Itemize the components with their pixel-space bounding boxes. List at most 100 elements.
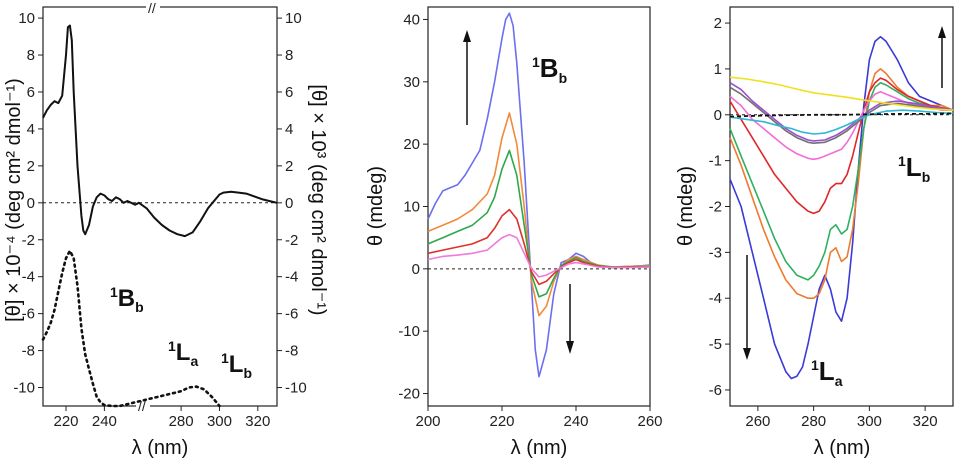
panel-2-arrow-down: [566, 284, 574, 354]
panel-1-frame: [42, 6, 278, 407]
panel-1-y-tick-label: -2: [22, 232, 35, 249]
panel-1-x-tick-label: 280: [169, 413, 194, 430]
panel-3-y-tick-label: -5: [709, 336, 722, 353]
panel-3-y-tick-label: -4: [709, 290, 722, 307]
panel-3-arrow-up: [938, 26, 946, 88]
panel-1-band-1La: 1La: [168, 338, 198, 369]
panel-1-series: [41, 24, 278, 408]
panel-1-y-tick-label: -10: [13, 380, 35, 397]
panel-1-series-dotted: [41, 249, 221, 408]
panel-1-top-break-gap: [146, 3, 160, 11]
panel-3-band-1La: 1La: [811, 356, 843, 389]
panel-1-y-tick-label: -8: [22, 343, 35, 360]
panel-2-y-tick-label: -20: [398, 386, 420, 403]
panel-1-x-tick-label: 220: [54, 413, 79, 430]
panel-3-x-tick-label: 300: [857, 413, 882, 430]
panel-1-x-tick-label: 300: [207, 413, 232, 430]
panel-2-x-tick-label: 240: [563, 413, 588, 430]
panel-2-series: [427, 12, 651, 378]
panel-1-right-tick-label: 6: [285, 84, 293, 101]
panel-2-x-tick-label: 200: [415, 413, 440, 430]
panel-1-y-tick-label: 8: [27, 47, 35, 64]
panel-2-x-ticks: 200 220 240 260: [415, 406, 663, 430]
panel-3-y-tick-label: 0: [714, 107, 722, 124]
panel-1-y-label-right: [θ] × 10³ (deg cm² dmol⁻¹): [307, 84, 329, 315]
panel-1-x-label: λ (nm): [132, 437, 189, 459]
panel-1-right-tick-label: -6: [285, 306, 298, 323]
panel-1-y-tick-label: 6: [27, 84, 35, 101]
panel-3-y-tick-label: -3: [709, 244, 722, 261]
panel-2-y-tick-label: 20: [403, 136, 420, 153]
panel-2-y-tick-label: 40: [403, 11, 420, 28]
panel-1-left-ticks: 10 8 6 4 2 0 -2 -4 -6 -8 -10: [13, 10, 43, 397]
panel-1-right-tick-label: -2: [285, 232, 298, 249]
panel-3-y-tick-label: -2: [709, 199, 722, 216]
panel-3: 2 1 0 -1 -2 -3 -4 -5 -6 260 280 300 320 θ (mdeg) λ …: [675, 6, 954, 459]
panel-2-y-ticks: 40 30 20 10 0 -10 -20: [398, 11, 428, 403]
panel-2-x-label: λ (nm): [511, 437, 568, 459]
panel-2-series-red: [427, 208, 650, 286]
panel-1-right-tick-label: 10: [285, 10, 302, 27]
panel-1-x-ticks: 220 240 280 300 320: [54, 406, 270, 430]
panel-3-y-ticks: 2 1 0 -1 -2 -3 -4 -5 -6: [709, 15, 730, 399]
panel-1-y-tick-label: 0: [27, 195, 35, 212]
panel-2-arrow-up: [463, 30, 471, 125]
panel-1-y-label-left: [θ] × 10⁻⁴ (deg cm² dmol⁻¹): [3, 78, 25, 322]
panel-3-y-tick-label: -6: [709, 382, 722, 399]
panel-1-top-break: //: [148, 0, 156, 16]
panel-1-right-tick-label: -10: [285, 380, 307, 397]
panel-3-x-tick-label: 280: [801, 413, 826, 430]
panel-1-y-tick-label: 10: [18, 10, 35, 27]
panel-1-band-1Bb: 1Bb: [110, 284, 144, 315]
panel-3-x-tick-label: 320: [913, 413, 938, 430]
panel-3-y-label: θ (mdeg): [675, 166, 697, 246]
panel-2-band-1Bb: 1Bb: [532, 53, 567, 86]
panel-2-series-orange: [427, 112, 651, 317]
panel-1-right-tick-label: 0: [285, 195, 293, 212]
panel-3-x-ticks: 260 280 300 320: [745, 406, 938, 430]
panel-2-y-tick-label: 0: [412, 261, 420, 278]
panel-1: // // 10 8 6 4 2 0 -2 -4 -6 -8 -10 10 8 6 4 2 0 -2 -4 -6 -8…: [3, 0, 329, 459]
panel-3-series-gray: [729, 86, 954, 144]
panel-1-x-tick-label: 320: [245, 413, 270, 430]
panel-1-y-tick-label: 2: [27, 158, 35, 175]
panel-3-series-blue: [729, 35, 954, 380]
panel-1-right-tick-label: 2: [285, 158, 293, 175]
panel-2-x-tick-label: 260: [637, 413, 662, 430]
panel-1-bottom-break-gap: [136, 402, 150, 410]
panel-1-y-tick-label: -6: [22, 306, 35, 323]
panel-3-series-orange: [729, 68, 954, 300]
panel-1-band-1Lb: 1Lb: [221, 350, 252, 381]
panel-2-y-tick-label: -10: [398, 323, 420, 340]
panel-3-series-teal: [729, 109, 954, 135]
panel-2-x-tick-label: 220: [489, 413, 514, 430]
panel-3-arrow-down: [743, 255, 751, 360]
panel-1-right-tick-label: -8: [285, 343, 298, 360]
panel-3-series: [729, 35, 954, 380]
panel-2-y-label: θ (mdeg): [365, 166, 387, 246]
panel-3-series-yellow: [729, 76, 954, 111]
panel-3-series-dashed-black: [729, 112, 954, 118]
panel-3-x-label: λ (nm): [814, 437, 871, 459]
panel-3-series-pink: [729, 91, 953, 161]
panel-3-y-tick-label: 1: [714, 61, 722, 78]
panel-3-y-tick-label: -1: [709, 153, 722, 170]
panel-2-series-pink: [427, 233, 651, 278]
panel-1-y-tick-label: 4: [27, 121, 35, 138]
panel-3-x-tick-label: 260: [745, 413, 770, 430]
panel-1-right-tick-label: 8: [285, 47, 293, 64]
panel-1-x-tick-label: 240: [92, 413, 117, 430]
panel-2: 40 30 20 10 0 -10 -20 200 220 240 260 θ (mdeg) λ …: [365, 6, 663, 459]
panel-1-right-ticks: 10 8 6 4 2 0 -2 -4 -6 -8 -10: [277, 10, 307, 397]
panel-1-series-solid: [42, 24, 278, 238]
panel-1-bottom-break: //: [138, 398, 146, 414]
panel-3-band-1Lb: 1Lb: [898, 152, 930, 185]
panel-1-right-tick-label: -4: [285, 269, 298, 286]
panel-1-y-tick-label: -4: [22, 269, 35, 286]
panel-3-frame: [729, 6, 954, 407]
panel-3-series-green: [729, 81, 954, 281]
panel-2-series-green: [427, 149, 651, 298]
panel-1-right-tick-label: 4: [285, 121, 293, 138]
panel-3-y-tick-label: 2: [714, 15, 722, 32]
